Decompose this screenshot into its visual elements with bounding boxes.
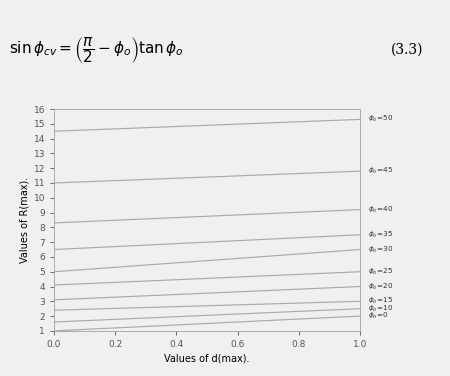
- Y-axis label: Values of R(max).: Values of R(max).: [19, 177, 29, 263]
- Text: $\phi_o\!=\!20$: $\phi_o\!=\!20$: [368, 281, 393, 292]
- Text: $\phi_o\!=\!30$: $\phi_o\!=\!30$: [368, 244, 393, 255]
- Text: $\sin \phi_{cv} = \left(\dfrac{\pi}{2} - \phi_o\right) \tan \phi_o$: $\sin \phi_{cv} = \left(\dfrac{\pi}{2} -…: [9, 35, 184, 65]
- Text: $\phi_o\!=\!10$: $\phi_o\!=\!10$: [368, 303, 393, 314]
- Text: $\phi_o\!=\!50$: $\phi_o\!=\!50$: [368, 114, 393, 124]
- Text: $\phi_o\!=\!25$: $\phi_o\!=\!25$: [368, 267, 393, 277]
- Text: $\phi_o\!=\!15$: $\phi_o\!=\!15$: [368, 296, 393, 306]
- Text: $\phi_o\!=\!45$: $\phi_o\!=\!45$: [368, 166, 393, 176]
- Text: $\phi_o\!=\!0$: $\phi_o\!=\!0$: [368, 311, 388, 321]
- X-axis label: Values of d(max).: Values of d(max).: [164, 353, 250, 363]
- Text: $\phi_o\!=\!35$: $\phi_o\!=\!35$: [368, 230, 393, 240]
- Text: $\phi_o\!=\!40$: $\phi_o\!=\!40$: [368, 205, 393, 215]
- Text: (3.3): (3.3): [391, 43, 423, 57]
